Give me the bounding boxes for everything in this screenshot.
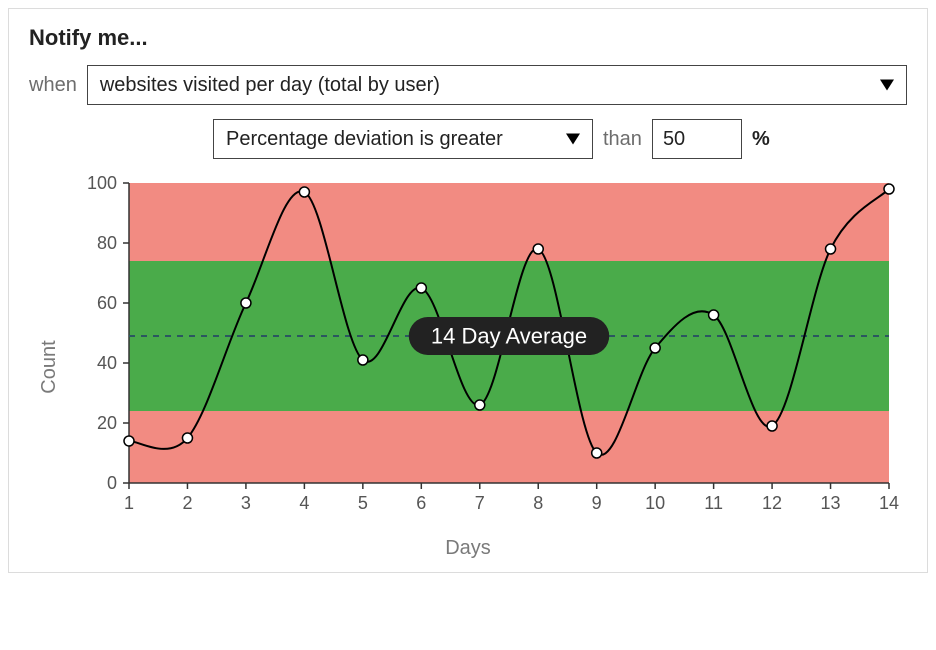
svg-text:11: 11 — [704, 493, 723, 513]
svg-text:60: 60 — [97, 293, 117, 313]
svg-text:12: 12 — [762, 493, 782, 513]
svg-text:80: 80 — [97, 233, 117, 253]
svg-text:5: 5 — [358, 493, 368, 513]
when-label: when — [29, 74, 77, 97]
svg-text:10: 10 — [645, 493, 665, 513]
svg-text:6: 6 — [416, 493, 426, 513]
svg-text:8: 8 — [533, 493, 543, 513]
threshold-input[interactable] — [652, 119, 742, 159]
svg-text:20: 20 — [97, 413, 117, 433]
svg-text:2: 2 — [182, 493, 192, 513]
notify-panel: Notify me... when websites visited per d… — [8, 8, 928, 573]
condition-select-value: Percentage deviation is greater — [226, 128, 503, 151]
deviation-chart: 020406080100123456789101112131414 Day Av… — [29, 173, 909, 533]
unit-label: % — [752, 128, 770, 151]
y-axis-label: Count — [38, 340, 61, 393]
svg-text:40: 40 — [97, 353, 117, 373]
svg-text:14: 14 — [879, 493, 899, 513]
x-axis-label: Days — [29, 537, 907, 560]
criteria-row-2: Percentage deviation is greater than % — [29, 119, 907, 159]
chevron-down-icon — [880, 80, 894, 91]
panel-title: Notify me... — [29, 25, 907, 51]
metric-select-value: websites visited per day (total by user) — [100, 74, 440, 97]
svg-text:4: 4 — [299, 493, 309, 513]
svg-text:0: 0 — [107, 473, 117, 493]
metric-select[interactable]: websites visited per day (total by user) — [87, 65, 907, 105]
criteria-row-1: when websites visited per day (total by … — [29, 65, 907, 105]
svg-text:1: 1 — [124, 493, 134, 513]
svg-text:9: 9 — [592, 493, 602, 513]
svg-text:14 Day Average: 14 Day Average — [431, 324, 587, 349]
chart-container: Count 020406080100123456789101112131414 … — [29, 173, 907, 560]
svg-text:100: 100 — [87, 173, 117, 193]
svg-text:13: 13 — [821, 493, 841, 513]
chevron-down-icon — [566, 134, 580, 145]
svg-text:3: 3 — [241, 493, 251, 513]
condition-select[interactable]: Percentage deviation is greater — [213, 119, 593, 159]
svg-text:7: 7 — [475, 493, 485, 513]
than-label: than — [603, 128, 642, 151]
